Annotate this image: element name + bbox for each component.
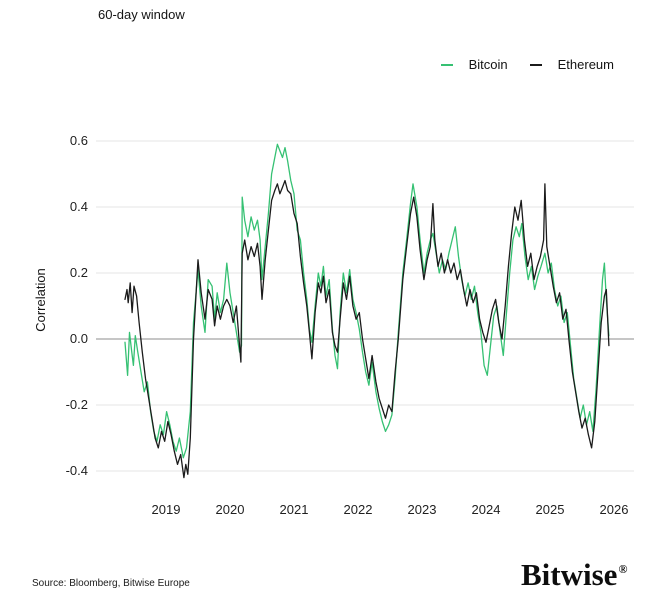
legend-item-ethereum: Ethereum [529, 57, 614, 72]
y-tick-label: 0.6 [69, 133, 88, 148]
legend-item-bitcoin: Bitcoin [440, 57, 508, 72]
x-tick-label: 2024 [471, 502, 501, 517]
x-tick-label: 2019 [151, 502, 181, 517]
legend-label-ethereum: Ethereum [557, 57, 614, 72]
y-tick-label: -0.4 [65, 463, 88, 478]
y-tick-label: 0.0 [69, 331, 88, 346]
legend-label-bitcoin: Bitcoin [468, 57, 508, 72]
registered-trademark-icon: ® [618, 562, 628, 576]
y-tick-label: 0.4 [69, 199, 88, 214]
x-tick-label: 2021 [279, 502, 309, 517]
gridlines [96, 140, 634, 472]
x-tick-label: 2026 [599, 502, 629, 517]
y-tick-label: 0.2 [69, 265, 88, 280]
chart-title: 60-day window [98, 7, 185, 22]
bitcoin-line-swatch [440, 63, 453, 66]
x-tick-label: 2022 [343, 502, 373, 517]
legend: Bitcoin Ethereum [440, 57, 614, 72]
x-tick-label: 2020 [215, 502, 245, 517]
ethereum-line [124, 179, 610, 479]
x-tick-label: 2023 [407, 502, 437, 517]
ethereum-line-swatch [529, 63, 542, 66]
y-tick-label: -0.2 [65, 397, 88, 412]
source-note: Source: Bloomberg, Bitwise Europe [32, 578, 190, 589]
bitwise-logo: Bitwise® [521, 557, 627, 593]
bitcoin-line [124, 143, 610, 459]
x-tick-label: 2025 [535, 502, 565, 517]
bitwise-logo-text: Bitwise [521, 557, 618, 592]
